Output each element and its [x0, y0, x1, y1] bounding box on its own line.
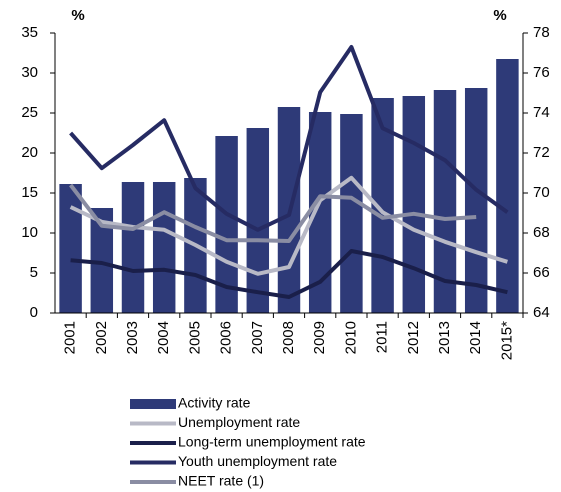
y-tick-label: 10	[21, 224, 38, 241]
bar	[340, 114, 363, 313]
bar	[496, 59, 519, 313]
y-tick-label: 0	[30, 304, 38, 321]
y2-tick-label: 64	[533, 304, 550, 321]
y2-tick-label: 76	[533, 64, 550, 81]
legend-label: Long-term unemployment rate	[178, 434, 366, 450]
x-tick-label: 2003	[124, 321, 141, 354]
x-tick-label: 2012	[405, 321, 422, 354]
line-series	[70, 249, 508, 299]
x-tick-label: 2010	[342, 321, 359, 354]
line-series	[69, 175, 508, 276]
x-tick-label: 2005	[186, 321, 203, 354]
x-tick-label: 2007	[249, 321, 266, 354]
y2-axis-unit: %	[493, 7, 506, 24]
x-tick-label: 2008	[280, 321, 297, 354]
x-tick-label: 2002	[93, 321, 110, 354]
line-series	[69, 45, 509, 232]
legend-swatch	[130, 399, 176, 409]
x-tick-label: 2011	[374, 321, 391, 353]
y-tick-label: 5	[30, 264, 38, 281]
y2-tick-label: 72	[533, 144, 550, 161]
bar	[464, 88, 488, 313]
x-tick-label: 2014	[467, 321, 484, 354]
legend-label: Youth unemployment rate	[178, 453, 337, 469]
legend-label: Unemployment rate	[178, 414, 300, 430]
x-tick-label: 2009	[311, 321, 328, 354]
x-tick-label: 2013	[436, 321, 453, 354]
bar	[433, 90, 457, 313]
bar	[402, 96, 426, 313]
y2-tick-label: 66	[533, 264, 550, 281]
y-tick-label: 35	[21, 24, 38, 41]
x-tick-label: 2004	[155, 321, 172, 354]
y2-tick-label: 68	[533, 224, 550, 241]
bar	[246, 128, 270, 313]
x-tick-label: 2015*	[498, 321, 515, 360]
y-axis-unit: %	[71, 7, 84, 24]
legend-label: Activity rate	[178, 395, 251, 411]
bar	[121, 182, 145, 313]
y2-tick-label: 74	[533, 104, 550, 121]
bar	[90, 208, 114, 313]
y-tick-label: 15	[21, 184, 38, 201]
x-tick-label: 2006	[218, 321, 235, 354]
bar	[308, 112, 332, 313]
y2-tick-label: 70	[533, 184, 550, 201]
y-tick-label: 25	[21, 104, 38, 121]
bar	[215, 136, 238, 313]
y-tick-label: 20	[21, 144, 38, 161]
bar	[152, 182, 176, 313]
line-series	[69, 183, 477, 243]
y2-tick-label: 78	[533, 24, 550, 41]
x-tick-label: 2001	[62, 321, 79, 354]
legend: Activity rate Unemployment rate Long-term …	[130, 395, 366, 489]
bar	[59, 184, 82, 313]
y-tick-label: 30	[21, 64, 38, 81]
legend-label: NEET rate (1)	[178, 473, 264, 489]
